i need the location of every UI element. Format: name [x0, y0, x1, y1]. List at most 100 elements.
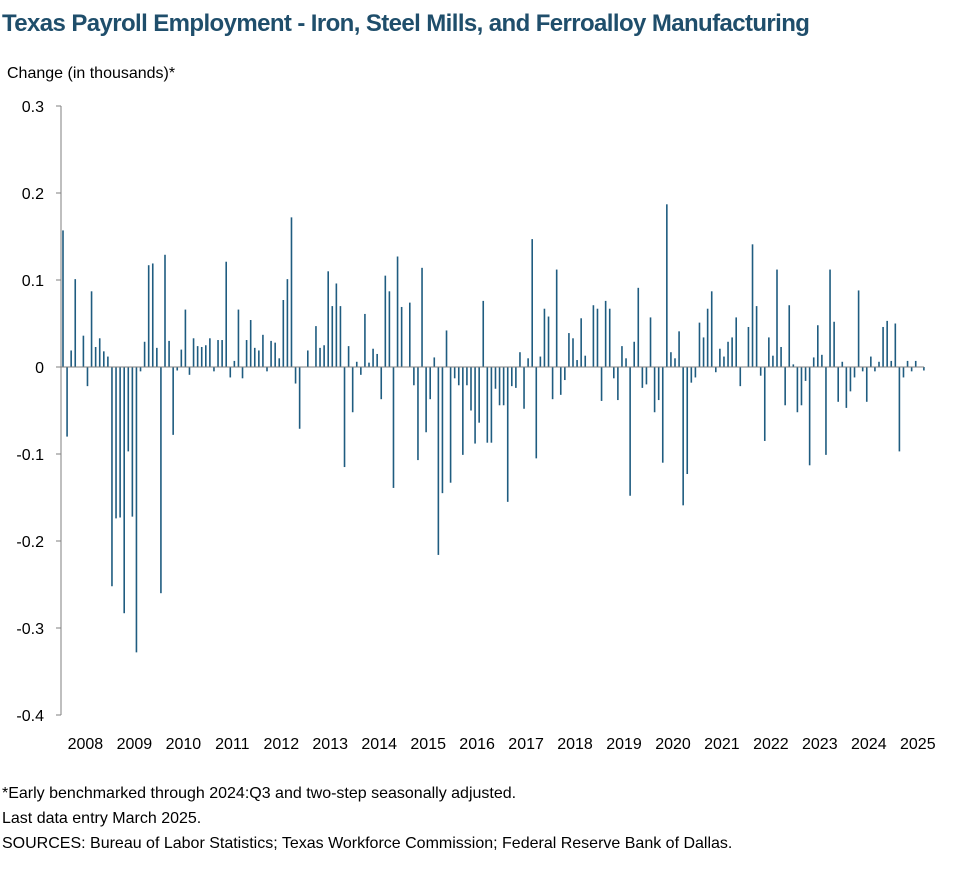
data-bar [392, 367, 395, 488]
data-bar [657, 367, 660, 401]
data-bar [821, 354, 823, 367]
data-bar [653, 367, 656, 413]
x-tick-label: 2021 [704, 736, 740, 753]
data-bar [670, 352, 672, 367]
data-bar [445, 330, 448, 367]
data-bar [160, 367, 162, 594]
data-bar [192, 338, 195, 367]
data-bar [763, 367, 766, 441]
data-bar [209, 338, 211, 367]
data-bar [715, 367, 717, 373]
data-bar [833, 321, 835, 367]
data-bar [262, 334, 264, 367]
x-tick-label: 2019 [606, 736, 642, 753]
data-bar [837, 367, 839, 402]
data-bar [564, 367, 566, 381]
data-bar [290, 217, 293, 367]
data-bar [241, 367, 244, 379]
data-bar [74, 279, 77, 367]
data-bar [551, 367, 554, 400]
data-bar [221, 340, 223, 367]
data-bar [139, 367, 142, 372]
y-tick-label: 0 [35, 360, 44, 377]
footnote-benchmark: *Early benchmarked through 2024:Q3 and t… [2, 785, 517, 802]
data-bar [90, 291, 93, 367]
data-bar [282, 300, 285, 367]
data-bar [474, 367, 476, 444]
data-bar [910, 367, 913, 372]
data-bar [66, 367, 68, 437]
footnote-last-entry: Last data entry March 2025. [2, 810, 202, 827]
data-bar [747, 326, 750, 367]
data-bar [315, 326, 317, 367]
data-bar [323, 345, 325, 367]
data-bar [731, 337, 733, 367]
data-bar [706, 308, 709, 367]
data-bar [205, 345, 207, 367]
data-bar [164, 254, 166, 367]
data-bar [576, 360, 578, 367]
data-bar [298, 367, 301, 429]
data-bar [621, 346, 623, 367]
x-tick-label: 2013 [312, 736, 348, 753]
x-tick-label: 2017 [508, 736, 544, 753]
data-bar [258, 350, 260, 367]
data-bar [882, 326, 884, 367]
data-bar [253, 347, 256, 367]
data-bar [380, 367, 383, 400]
data-bar [645, 367, 648, 385]
data-bar [70, 350, 72, 367]
data-bar [335, 283, 338, 367]
chart-title: Texas Payroll Employment - Iron, Steel M… [2, 10, 810, 37]
data-bar [678, 331, 680, 367]
x-tick-label: 2014 [361, 736, 397, 753]
x-tick-label: 2020 [655, 736, 691, 753]
x-tick-label: 2024 [851, 736, 887, 753]
data-bar [425, 367, 427, 433]
data-bar [319, 347, 321, 367]
data-bar [111, 367, 113, 587]
data-bar [784, 367, 786, 406]
data-bar [86, 367, 89, 387]
data-bar [449, 367, 452, 483]
data-bar [307, 350, 309, 367]
data-bar [413, 367, 415, 386]
data-bar [547, 316, 550, 367]
data-bar [792, 364, 795, 367]
data-bar [723, 356, 725, 367]
data-bar [727, 341, 729, 367]
data-bar [870, 356, 872, 367]
x-tick-label: 2010 [166, 736, 202, 753]
data-bar [543, 308, 546, 367]
data-bar [457, 367, 460, 386]
data-bar [788, 305, 791, 367]
data-bar [755, 306, 758, 367]
data-bar [82, 335, 85, 367]
data-bar [772, 355, 774, 367]
data-bar [674, 358, 676, 367]
data-bar [384, 275, 387, 367]
data-bar [453, 367, 456, 379]
data-bar [421, 267, 423, 367]
data-bar [796, 367, 799, 413]
data-bar [278, 358, 281, 367]
y-tick-label: -0.4 [16, 708, 44, 725]
data-bar [172, 367, 174, 435]
data-bar [180, 349, 183, 367]
data-bar [462, 367, 464, 455]
data-bar [641, 367, 644, 388]
data-bar [351, 367, 354, 413]
y-tick-label: 0.3 [22, 99, 44, 116]
data-bar [511, 367, 513, 387]
data-bar [535, 367, 538, 459]
data-bar [368, 362, 370, 367]
data-bar [188, 367, 191, 375]
data-bar [417, 367, 419, 461]
data-bar [613, 367, 615, 379]
data-bar [902, 367, 905, 378]
x-tick-label: 2009 [117, 736, 153, 753]
x-tick-label: 2025 [900, 736, 936, 753]
data-bar [502, 367, 505, 406]
data-bar [568, 333, 570, 367]
data-bar [539, 356, 542, 367]
